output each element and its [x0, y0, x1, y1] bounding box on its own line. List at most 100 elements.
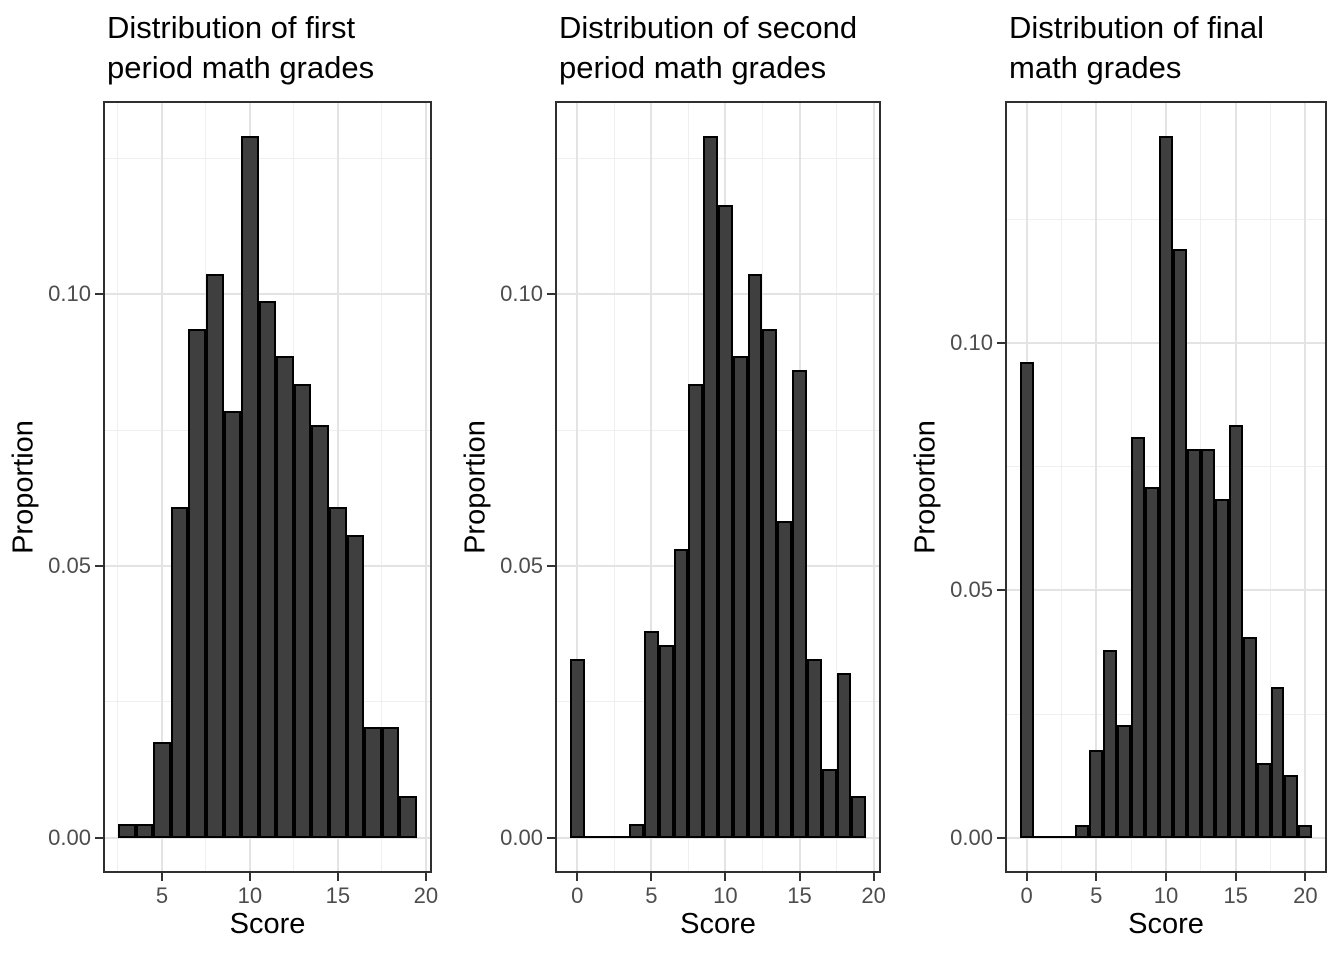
histogram-bar — [1131, 437, 1146, 838]
x-tick-label: 10 — [713, 883, 738, 908]
plot-panel — [103, 101, 432, 873]
y-major-gridline — [555, 836, 881, 839]
histogram-bar — [223, 411, 242, 838]
histogram-bar — [673, 548, 689, 838]
histogram-bar — [1270, 687, 1285, 838]
histogram-bar — [688, 384, 704, 838]
y-tick-label: 0.05 — [950, 577, 993, 603]
histogram-bar — [806, 658, 822, 838]
histogram-bar — [1298, 825, 1313, 838]
histogram-bar — [1228, 424, 1243, 838]
x-tick-label: 0 — [1020, 883, 1033, 908]
x-major-gridline — [1304, 101, 1307, 873]
histogram-bar — [170, 507, 189, 838]
y-tick-label: 0.10 — [950, 329, 993, 355]
plot-title-line2: period math grades — [559, 50, 827, 85]
y-tick-label: 0.10 — [48, 281, 91, 307]
plot-title: Distribution of second period math grade… — [559, 8, 857, 88]
x-minor-gridline — [836, 101, 838, 873]
plot-panel — [1005, 101, 1327, 873]
histogram-bar — [1200, 449, 1215, 838]
histogram-bar — [1019, 361, 1034, 838]
histogram-bar — [364, 727, 382, 838]
histogram-bar — [1284, 775, 1299, 838]
x-tick-mark — [650, 873, 653, 881]
y-tick-mark — [95, 836, 103, 839]
x-tick-mark — [872, 873, 875, 881]
y-tick-mark — [547, 293, 555, 296]
histogram-bar — [1103, 649, 1118, 838]
y-tick-mark — [95, 565, 103, 568]
histogram-empty-bin — [614, 835, 630, 838]
x-tick-label: 10 — [1153, 883, 1179, 908]
y-tick-mark — [997, 589, 1005, 592]
x-major-gridline — [576, 101, 579, 873]
plot-panel — [555, 101, 881, 873]
y-tick-mark — [997, 341, 1005, 344]
histogram-bar — [241, 136, 259, 838]
y-axis-label: Proportion — [909, 420, 942, 554]
y-tick-mark — [547, 565, 555, 568]
histogram-bar — [1089, 750, 1104, 838]
histogram-bar — [329, 507, 347, 838]
histogram-bar — [718, 204, 733, 838]
y-tick-mark — [547, 836, 555, 839]
histogram-bar — [851, 796, 867, 838]
histogram-bar — [643, 631, 659, 838]
x-axis-label: Score — [680, 908, 756, 940]
x-tick-label: 20 — [413, 883, 439, 908]
histogram-bar — [258, 301, 277, 838]
y-major-gridline — [103, 836, 432, 839]
x-tick-label: 15 — [1223, 883, 1248, 908]
x-tick-mark — [1025, 873, 1028, 881]
x-minor-gridline — [117, 101, 119, 873]
x-major-gridline — [160, 101, 163, 873]
x-tick-label: 20 — [1293, 883, 1318, 908]
plot-title-line2: period math grades — [107, 50, 375, 85]
histogram-bar — [1172, 248, 1187, 838]
histogram-bar — [569, 658, 585, 838]
y-minor-gridline — [103, 158, 432, 160]
x-tick-mark — [576, 873, 579, 881]
histogram-empty-bin — [1033, 835, 1048, 838]
histogram-bar — [346, 535, 365, 838]
histogram-bar — [1117, 725, 1132, 838]
histogram-bar — [1256, 762, 1271, 838]
x-major-gridline — [336, 101, 339, 873]
histogram-bar — [777, 521, 793, 838]
histogram-bar — [135, 824, 154, 838]
x-axis-label: Score — [1128, 908, 1204, 940]
histogram-bar — [399, 796, 418, 838]
x-axis-label: Score — [229, 908, 306, 940]
x-tick-label: 0 — [571, 883, 584, 908]
plot-title-line1: Distribution of second — [559, 10, 858, 45]
histogram-bar — [1159, 136, 1173, 838]
histogram-bar — [1242, 637, 1257, 838]
histogram-empty-bin — [1047, 835, 1062, 838]
histogram-bar — [821, 768, 837, 838]
x-major-gridline — [872, 101, 875, 873]
x-tick-mark — [798, 873, 801, 881]
x-tick-mark — [248, 873, 251, 881]
x-major-gridline — [424, 101, 427, 873]
x-minor-gridline — [1060, 101, 1062, 873]
x-tick-mark — [724, 873, 727, 881]
histogram-bar — [381, 727, 400, 838]
y-major-gridline — [103, 293, 432, 296]
histogram-bar — [188, 328, 206, 838]
x-major-gridline — [650, 101, 653, 873]
x-tick-mark — [1234, 873, 1237, 881]
histogram-bar — [747, 273, 763, 838]
y-minor-gridline — [555, 158, 881, 160]
y-tick-label: 0.10 — [500, 281, 543, 307]
x-tick-mark — [1304, 873, 1307, 881]
histogram-empty-bin — [599, 835, 615, 838]
x-minor-gridline — [1270, 101, 1272, 873]
x-minor-gridline — [613, 101, 615, 873]
x-tick-mark — [1165, 873, 1167, 881]
histogram-bar — [293, 384, 312, 838]
y-tick-mark — [997, 836, 1005, 839]
